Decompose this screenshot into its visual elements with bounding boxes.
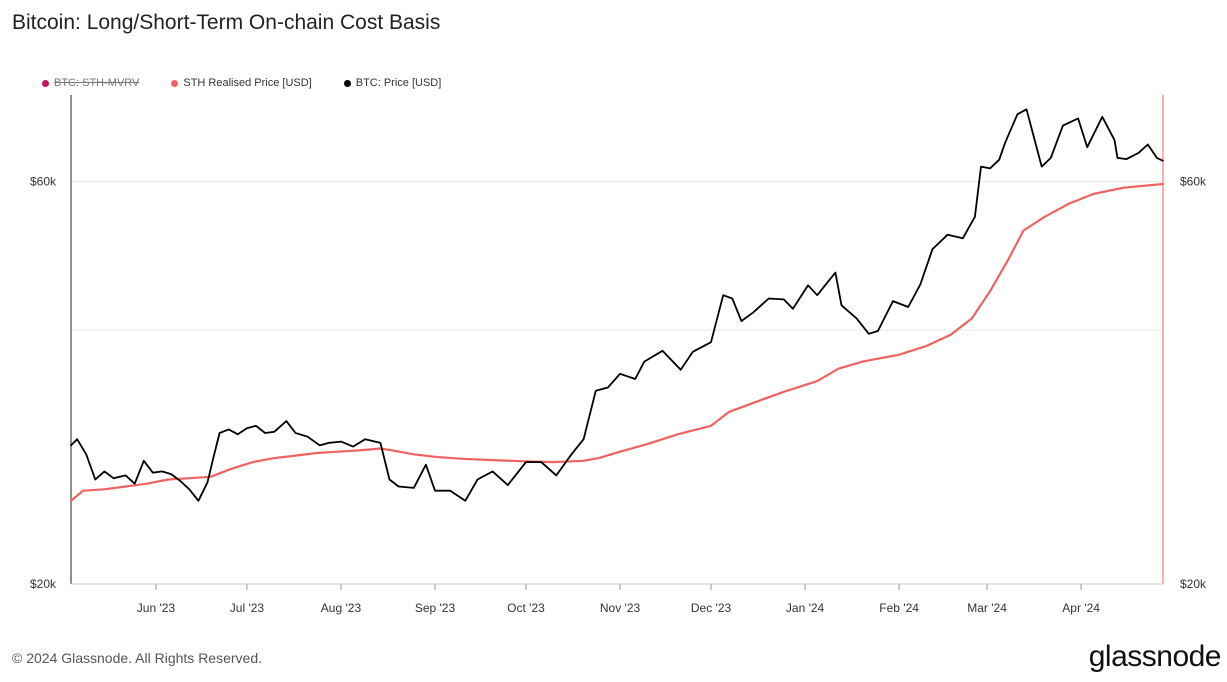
sth-realised-price-line	[69, 182, 1165, 502]
glassnode-logo: glassnode	[1088, 640, 1222, 673]
x-tick-label: Sep '23	[415, 601, 456, 615]
x-tick-label: Jul '23	[230, 601, 265, 615]
legend-item-btc-price[interactable]: BTC: Price [USD]	[343, 77, 442, 89]
x-tick-label: Feb '24	[879, 601, 919, 615]
btc-price-line	[70, 108, 1164, 502]
grid-lines	[71, 181, 1163, 585]
x-tick-label: Aug '23	[321, 601, 362, 615]
x-tick-label: Apr '24	[1062, 601, 1100, 615]
chart-title: Bitcoin: Long/Short-Term On-chain Cost B…	[12, 11, 441, 34]
y-tick-label-right: $60k	[1180, 175, 1207, 189]
legend: BTC: STH-MVRV STH Realised Price [USD] B…	[42, 77, 473, 89]
x-tick-label: Nov '23	[600, 601, 641, 615]
legend-item-sth-mvrv[interactable]: BTC: STH-MVRV	[42, 77, 139, 89]
legend-item-sth-realised-price[interactable]: STH Realised Price [USD]	[171, 77, 312, 89]
x-tick-label: Oct '23	[507, 601, 545, 615]
y-tick-label-left: $20k	[30, 577, 57, 591]
copyright-footer: © 2024 Glassnode. All Rights Reserved.	[12, 650, 263, 666]
legend-label: STH Realised Price [USD]	[183, 77, 312, 89]
x-tick-label: Jan '24	[786, 601, 825, 615]
legend-label: BTC: Price [USD]	[355, 77, 442, 89]
x-tick-label: Mar '24	[967, 601, 1007, 615]
tick-labels: $20k $20k $60k $60k Jun '23 Jul '23 Aug '23 Sep…	[30, 175, 1207, 615]
legend-dot-icon	[171, 79, 179, 87]
y-tick-label-left: $60k	[30, 175, 57, 189]
x-tick-label: Dec '23	[691, 601, 732, 615]
legend-dot-icon	[343, 79, 351, 87]
legend-dot-icon	[42, 79, 49, 87]
series-lines	[69, 108, 1165, 502]
axes	[70, 95, 1164, 590]
legend-label: BTC: STH-MVRV	[54, 77, 140, 89]
y-tick-label-right: $20k	[1180, 577, 1207, 591]
x-tick-label: Jun '23	[137, 601, 176, 615]
